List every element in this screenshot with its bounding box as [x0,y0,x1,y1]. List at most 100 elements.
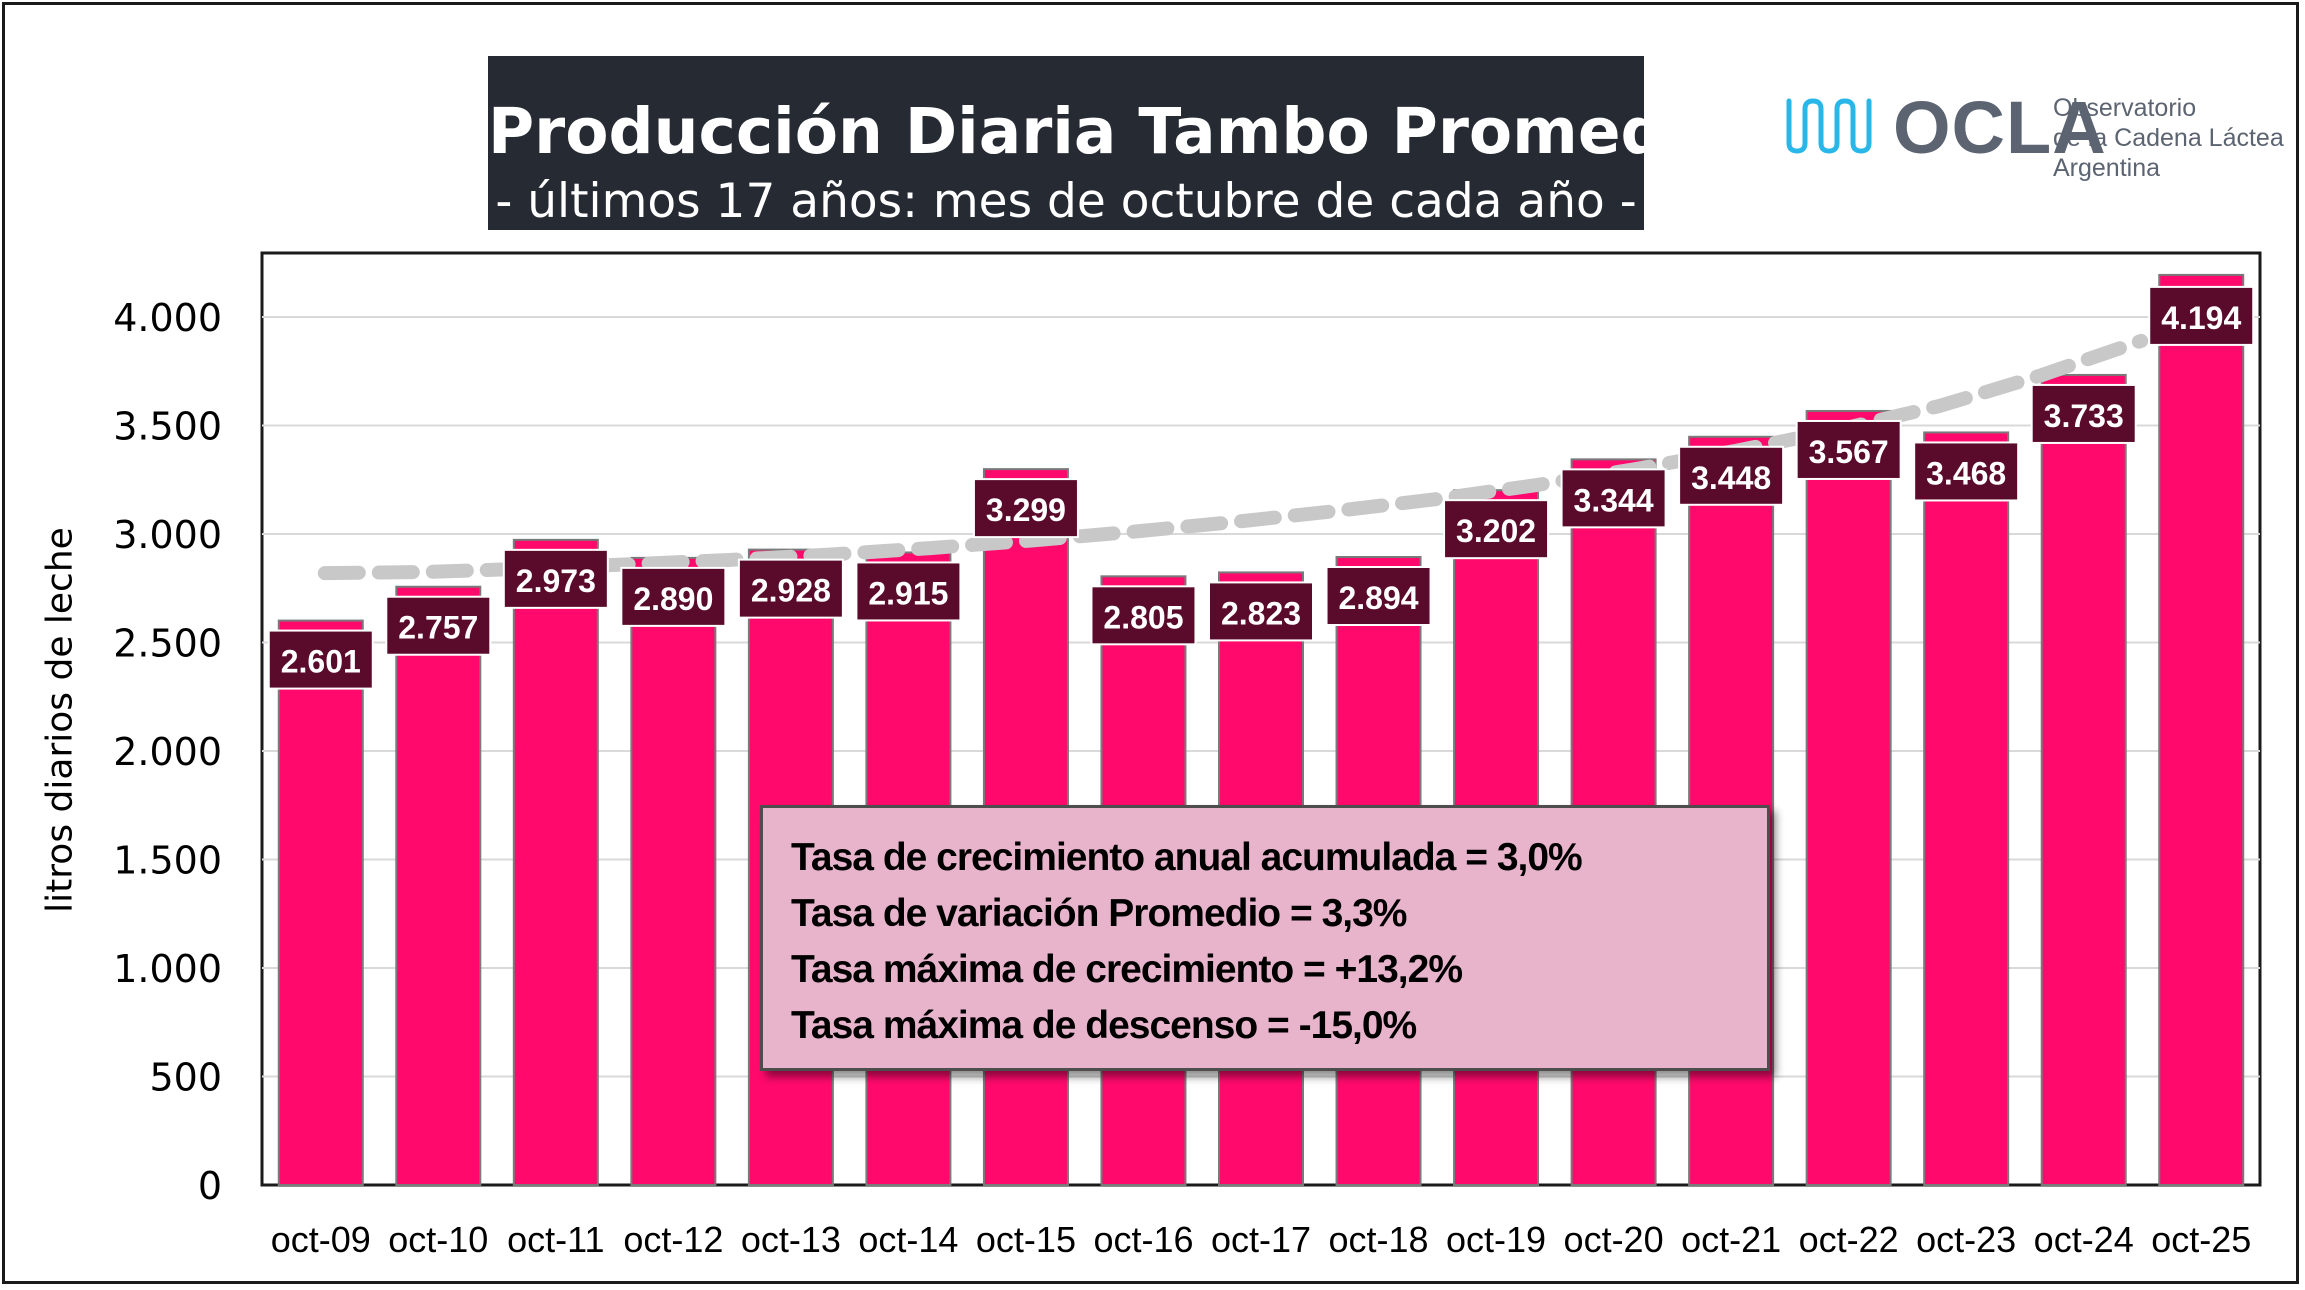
stat-max-growth: Tasa máxima de crecimiento = +13,2% [791,948,1463,991]
bar [512,538,599,1186]
bar [2158,273,2245,1187]
data-label-box [267,629,374,690]
y-tick-label: 1.000 [113,947,222,991]
data-label-box [385,595,492,656]
data-label-text: 2.805 [1103,599,1183,635]
data-label: 2.757 [385,595,492,656]
data-label-text: 3.468 [1926,455,2006,491]
data-label: 3.344 [1560,468,1667,529]
data-label-text: 2.823 [1221,595,1301,631]
data-label-text: 3.448 [1691,460,1771,496]
x-tick-label: oct-17 [1211,1219,1311,1260]
logo-line-3: Argentina [2053,154,2161,182]
x-tick-label: oct-13 [741,1219,841,1260]
data-label: 4.194 [2148,285,2255,346]
data-label: 3.567 [1795,419,1902,480]
y-tick-label: 2.000 [113,730,222,774]
data-label-box [502,548,609,609]
data-label: 2.823 [1208,581,1314,642]
data-label-text: 2.757 [398,610,478,646]
stat-average-variation: Tasa de variación Promedio = 3,3% [791,892,1407,935]
data-label-text: 2.928 [751,573,831,609]
x-tick-label: oct-21 [1681,1219,1781,1260]
y-tick-label: 1.500 [113,839,222,883]
data-label: 2.601 [267,629,374,690]
data-label: 2.890 [620,566,727,627]
data-label: 2.894 [1325,566,1432,627]
bar [630,556,717,1186]
data-label: 3.733 [2030,383,2137,444]
stat-compound-growth: Tasa de crecimiento anual acumulada = 3,… [791,836,1583,879]
data-label-box [1560,468,1667,529]
data-label-box [2148,285,2255,346]
chart-subtitle: - últimos 17 años: mes de octubre de cad… [495,174,1637,229]
x-tick-label: oct-19 [1446,1219,1546,1260]
data-label-text: 3.344 [1574,482,1654,518]
y-tick-label: 0 [198,1164,222,1208]
data-label: 3.299 [972,478,1079,539]
data-label-box [972,478,1079,539]
bar [277,619,364,1186]
data-label-text: 3.299 [986,492,1066,528]
data-label-box [1443,499,1550,560]
stat-max-decline: Tasa máxima de descenso = -15,0% [791,1004,1417,1047]
bar [1923,431,2010,1187]
data-label-box [620,566,727,627]
x-tick-label: oct-14 [858,1219,958,1260]
data-label-box [1208,581,1314,642]
data-label-box [737,558,844,619]
y-tick-label: 3.500 [113,405,222,449]
data-label-text: 3.567 [1809,434,1889,470]
data-label: 2.915 [855,561,962,622]
data-label-text: 3.202 [1456,513,1536,549]
x-tick-label: oct-10 [388,1219,488,1260]
data-label-box [1678,445,1785,506]
data-label-text: 2.601 [281,644,361,680]
ocla-logo: OCLA Observatorio de la Cadena Láctea Ar… [1785,85,2284,195]
data-label: 2.928 [737,558,844,619]
bar [1805,409,1892,1186]
title-box: Producción Diaria Tambo Promedio - últim… [488,56,1731,230]
data-label-text: 2.890 [633,581,713,617]
logo-wordmark: OCLA [1893,86,2107,169]
y-tick-label: 3.000 [113,513,222,557]
data-label: 2.973 [502,548,609,609]
data-label: 3.202 [1443,499,1550,560]
y-tick-label: 4.000 [113,296,222,340]
data-label-text: 2.915 [868,575,948,611]
data-label: 3.448 [1678,445,1785,506]
x-tick-label: oct-15 [976,1219,1076,1260]
milk-wave-icon [1786,98,1872,154]
x-tick-label: oct-12 [623,1219,723,1260]
bar [2040,373,2127,1186]
stats-box: Tasa de crecimiento anual acumulada = 3,… [760,805,1770,1071]
logo-line-1: Observatorio [2053,94,2197,122]
data-label-text: 2.894 [1338,580,1418,616]
data-label-box [1795,419,1902,480]
data-label-box [2030,383,2137,444]
data-label-box [1325,566,1432,627]
data-label-text: 3.733 [2044,398,2124,434]
data-label-box [1913,441,2020,502]
y-tick-label: 500 [149,1056,222,1100]
data-label-box [1090,585,1197,646]
x-tick-label: oct-16 [1093,1219,1193,1260]
x-tick-label: oct-22 [1799,1219,1899,1260]
logo-line-2: de la Cadena Láctea [2053,124,2284,152]
data-label: 2.805 [1090,585,1197,646]
y-tick-label: 2.500 [113,622,222,666]
chart-title: Producción Diaria Tambo Promedio [488,95,1731,168]
data-label: 3.468 [1913,441,2020,502]
x-tick-label: oct-23 [1916,1219,2016,1260]
data-label-text: 4.194 [2161,300,2241,336]
data-label-text: 2.973 [516,563,596,599]
bar [395,585,482,1186]
data-label-box [855,561,962,622]
y-axis-label: litros diarios de leche [39,527,81,913]
x-tick-label: oct-11 [507,1219,604,1260]
x-tick-label: oct-09 [271,1219,371,1260]
x-tick-label: oct-25 [2151,1219,2251,1260]
logo-subtitle: Observatorio de la Cadena Láctea Argenti… [2053,93,2284,183]
x-tick-label: oct-24 [2034,1219,2134,1260]
x-tick-label: oct-20 [1564,1219,1664,1260]
